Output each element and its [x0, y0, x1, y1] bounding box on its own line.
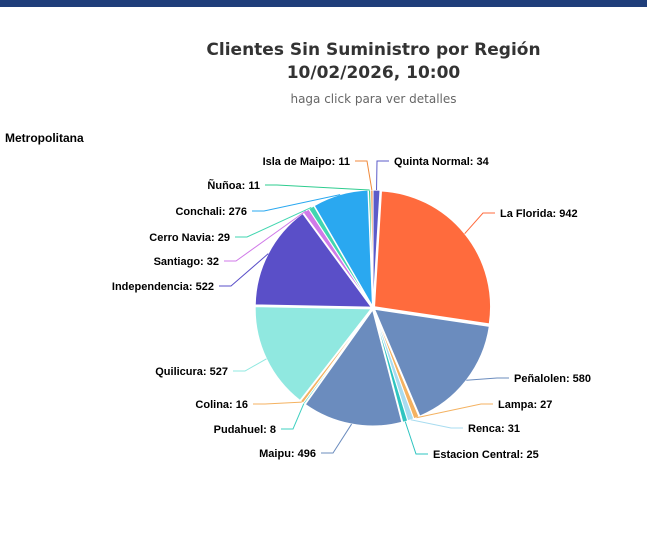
data-label-lampa[interactable]: Lampa: 27	[498, 399, 552, 411]
chart-subtitle: haga click para ver detalles	[290, 92, 457, 106]
data-label-penalolen[interactable]: Peñalolen: 580	[514, 373, 591, 385]
connector-penalolen	[466, 377, 509, 381]
connector-independencia	[219, 253, 269, 287]
connector-maipu	[321, 423, 353, 454]
connector-nunoa	[265, 184, 370, 191]
data-label-santiago[interactable]: Santiago: 32	[154, 256, 219, 268]
top-bar	[0, 0, 647, 7]
pie-slices	[254, 189, 492, 427]
region-label: Metropolitana	[5, 131, 84, 145]
connector-quilicura	[233, 358, 267, 372]
pie-slice-colina[interactable]	[299, 309, 373, 404]
data-label-cerro-navia[interactable]: Cerro Navia: 29	[149, 232, 230, 244]
pie-connectors	[219, 160, 509, 455]
connector-pudahuel	[281, 403, 305, 430]
data-label-isla-de-maipo[interactable]: Isla de Maipo: 11	[263, 156, 350, 168]
connector-cerro-navia	[235, 206, 312, 238]
data-label-independencia[interactable]: Independencia: 522	[112, 281, 214, 293]
chart-title: Clientes Sin Suministro por Región	[206, 40, 541, 60]
data-label-la-florida[interactable]: La Florida: 942	[500, 208, 578, 220]
connector-renca	[410, 419, 463, 429]
data-label-colina[interactable]: Colina: 16	[195, 399, 248, 411]
pie-slice-maipu[interactable]	[304, 308, 403, 427]
data-label-quinta-normal[interactable]: Quinta Normal: 34	[394, 156, 490, 168]
data-label-conchali[interactable]: Conchali: 276	[175, 206, 247, 218]
data-label-pudahuel[interactable]: Pudahuel: 8	[214, 424, 276, 436]
pie-slice-isla-de-maipo[interactable]	[370, 189, 374, 307]
data-label-renca[interactable]: Renca: 31	[468, 423, 520, 435]
connector-quinta-normal	[376, 160, 389, 191]
connector-estacion-central	[404, 421, 428, 455]
connector-isla-de-maipo	[355, 160, 373, 191]
connector-santiago	[224, 210, 307, 262]
connector-colina	[253, 401, 302, 405]
data-label-estacion-central[interactable]: Estacion Central: 25	[433, 449, 539, 461]
data-label-maipu[interactable]: Maipu: 496	[259, 448, 316, 460]
connector-conchali	[252, 194, 341, 212]
chart-title-date: 10/02/2026, 10:00	[286, 63, 461, 83]
data-label-quilicura[interactable]: Quilicura: 527	[155, 366, 228, 378]
connector-lampa	[416, 403, 493, 419]
pie-slice-la-florida[interactable]	[374, 190, 492, 325]
connector-la-florida	[464, 212, 495, 235]
pie-labels: Quinta Normal: 34 La Florida: 942 Peñalole…	[112, 156, 591, 461]
pie-slice-quilicura[interactable]	[254, 306, 373, 402]
data-label-nunoa[interactable]: Ñuñoa: 11	[207, 179, 260, 192]
